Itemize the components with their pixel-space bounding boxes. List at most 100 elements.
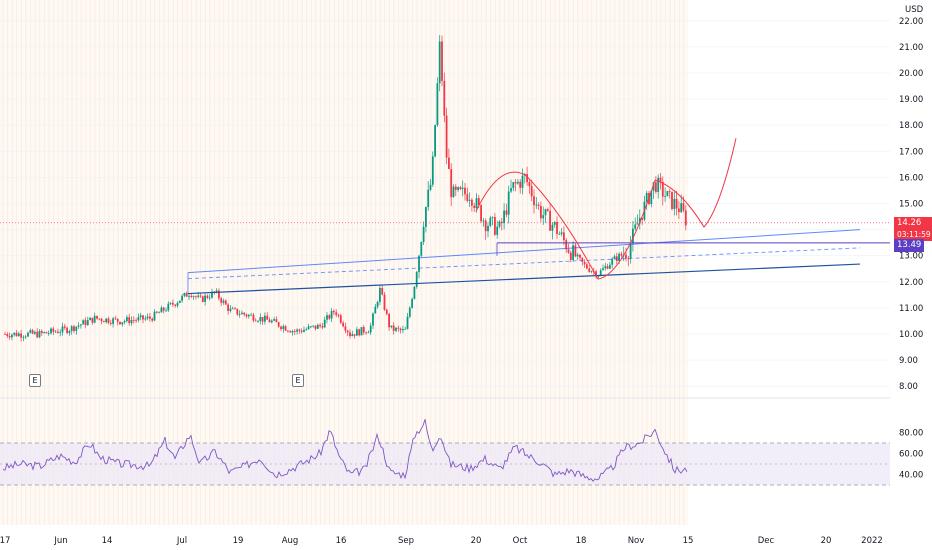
candle-body [119, 321, 121, 325]
candle-body [546, 209, 549, 211]
candle-body [296, 329, 298, 332]
candle-body [581, 257, 584, 262]
candle-body [215, 290, 218, 292]
candle-body [353, 334, 356, 336]
candle-body [77, 325, 80, 327]
time-axis-label: 17 [0, 536, 10, 546]
candle-body [358, 329, 361, 336]
candle-body [24, 336, 27, 338]
candle-body [576, 254, 579, 257]
candle-body [204, 295, 206, 302]
time-axis-label: Nov [628, 536, 645, 546]
candle-body [201, 296, 204, 302]
candle-body [494, 217, 496, 235]
candle-body [158, 312, 160, 314]
time-axis-label: Oct [513, 536, 528, 546]
candle-body [436, 83, 439, 126]
candle-body [351, 334, 354, 337]
candle-body [450, 168, 453, 198]
candle-body [243, 312, 246, 315]
candle-body [530, 186, 533, 197]
candle-body [259, 317, 262, 322]
candle-body [680, 203, 683, 213]
candle-body [657, 177, 660, 192]
candle-body [282, 326, 285, 330]
candle-body [252, 314, 255, 321]
candle-body [349, 332, 351, 337]
price-axis-label: 9.00 [899, 356, 918, 366]
candle-body [652, 182, 655, 191]
candle-body [422, 226, 425, 243]
candle-body [457, 187, 459, 190]
candle-body [50, 328, 52, 334]
candle-body [57, 331, 59, 333]
candle-body [109, 322, 112, 324]
candle-body [480, 205, 482, 222]
candle-body [496, 226, 499, 235]
price-axis-label: 22.00 [899, 17, 923, 27]
level-price-tag: 13.49 [894, 239, 925, 252]
candle-body [586, 264, 588, 269]
last-price-value: 14.26 [897, 218, 922, 228]
candle-body [284, 326, 287, 331]
candle-body [70, 326, 73, 332]
candle-body [466, 194, 469, 201]
candle-body [602, 268, 604, 271]
candle-body [434, 125, 436, 157]
candle-body [418, 255, 420, 273]
candle-body [491, 217, 494, 218]
candle-body [8, 336, 11, 338]
candle-body [448, 157, 450, 169]
candle-body [438, 41, 441, 84]
candle-body [218, 290, 220, 299]
candle-body [443, 80, 446, 116]
candle-body [257, 321, 259, 322]
price-axis-label: 11.00 [899, 304, 923, 314]
candle-body [247, 314, 250, 317]
candle-body [664, 196, 666, 197]
candle-body [535, 204, 538, 206]
candle-body [291, 331, 294, 333]
currency-label: USD [905, 5, 924, 15]
time-axis-label: 2022 [861, 536, 883, 546]
candle-body [96, 315, 98, 319]
earnings-marker[interactable]: E [29, 374, 41, 387]
candle-body [153, 311, 156, 321]
price-axis-label: 12.00 [899, 278, 923, 288]
channel-mid-line [187, 247, 861, 280]
candle-body [190, 295, 193, 297]
candle-body [270, 320, 273, 323]
price-axis-label: 16.00 [899, 173, 923, 183]
candle-body [160, 307, 163, 313]
candle-body [229, 308, 232, 312]
candle-body [362, 327, 365, 333]
candle-body [89, 317, 91, 321]
time-axis-label: Jun [53, 536, 67, 546]
candle-body [641, 217, 643, 220]
candle-body [63, 326, 66, 328]
rsi-line [2, 419, 688, 482]
candle-body [629, 243, 632, 259]
candle-body [475, 198, 478, 209]
price-axis-label: 10.00 [899, 330, 923, 340]
projection-path [654, 138, 737, 228]
candle-body [425, 207, 427, 227]
candle-body [544, 209, 547, 216]
candle-body [80, 324, 82, 326]
candle-body [305, 329, 308, 330]
candle-body [344, 326, 347, 331]
candle-body [17, 333, 20, 337]
candle-body [330, 310, 333, 319]
candle-body [220, 298, 223, 303]
candle-body [385, 309, 388, 314]
candle-body [599, 270, 602, 276]
candle-body [420, 242, 423, 256]
price-axis-label: 21.00 [899, 43, 923, 53]
candle-body [549, 210, 551, 231]
candle-body [500, 221, 503, 224]
candle-body [627, 258, 630, 260]
candle-body [15, 332, 18, 337]
earnings-marker[interactable]: E [292, 374, 304, 387]
candle-body [45, 332, 48, 334]
